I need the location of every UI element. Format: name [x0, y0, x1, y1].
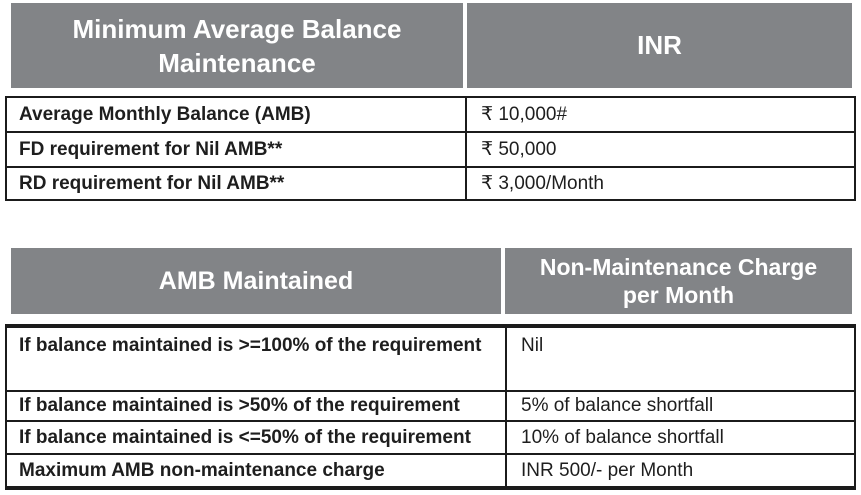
- table-row: If balance maintained is <=50% of the re…: [7, 422, 854, 455]
- table-row: FD requirement for Nil AMB** ₹ 50,000: [7, 133, 854, 168]
- charge-table-header-charge: Non-Maintenance Charge per Month: [539, 254, 818, 308]
- table-row: Maximum AMB non-maintenance charge INR 5…: [7, 455, 854, 486]
- row-label-100pct: If balance maintained is >=100% of the r…: [7, 328, 507, 390]
- table-row: If balance maintained is >50% of the req…: [7, 392, 854, 422]
- row-label-max-charge: Maximum AMB non-maintenance charge: [7, 455, 507, 486]
- charge-table-header: AMB Maintained Non-Maintenance Charge pe…: [11, 248, 852, 314]
- row-value-gt50pct: 5% of balance shortfall: [521, 395, 714, 416]
- row-label-fd-requirement: FD requirement for Nil AMB**: [7, 133, 467, 166]
- row-label-le50pct: If balance maintained is <=50% of the re…: [7, 422, 507, 453]
- row-value-max-charge: INR 500/- per Month: [521, 459, 694, 481]
- header-divider: [501, 248, 505, 314]
- balance-table-header-currency: INR: [637, 30, 682, 60]
- table-row: RD requirement for Nil AMB** ₹ 3,000/Mon…: [7, 168, 854, 199]
- table-row: Average Monthly Balance (AMB) ₹ 10,000#: [7, 98, 854, 133]
- row-value-100pct: Nil: [521, 335, 544, 356]
- row-label-rd-requirement: RD requirement for Nil AMB**: [7, 168, 467, 199]
- row-value-amb: ₹ 10,000#: [481, 103, 568, 125]
- charge-table-header-title: AMB Maintained: [158, 266, 354, 295]
- row-label-amb: Average Monthly Balance (AMB): [7, 98, 467, 131]
- balance-table-body: Average Monthly Balance (AMB) ₹ 10,000# …: [5, 96, 856, 201]
- row-value-fd-requirement: ₹ 50,000: [481, 138, 557, 160]
- header-divider: [463, 3, 467, 88]
- row-value-le50pct: 10% of balance shortfall: [521, 426, 724, 448]
- row-value-rd-requirement: ₹ 3,000/Month: [481, 172, 604, 194]
- row-label-gt50pct: If balance maintained is >50% of the req…: [7, 392, 507, 420]
- balance-table-header-title: Minimum Average Balance Maintenance: [72, 13, 402, 78]
- charge-table-body: If balance maintained is >=100% of the r…: [5, 324, 856, 490]
- table-row: If balance maintained is >=100% of the r…: [7, 328, 854, 392]
- balance-table-header: Minimum Average Balance Maintenance INR: [11, 3, 852, 88]
